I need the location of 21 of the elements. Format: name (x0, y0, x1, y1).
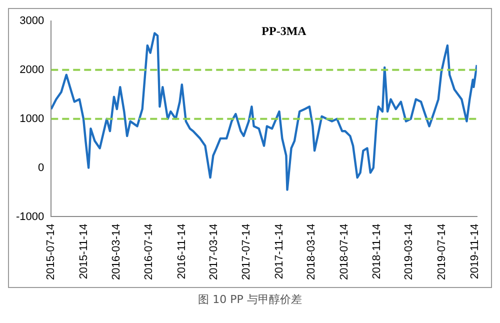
x-tick-label: 2015-07-14 (45, 224, 58, 280)
x-tick-label: 2019-11-14 (468, 224, 481, 280)
x-tick-label: 2017-03-14 (208, 224, 220, 280)
x-tick-label: 2015-11-14 (78, 224, 90, 280)
x-tick-label: 2018-11-14 (371, 224, 384, 280)
x-tick-label: 2019-07-14 (436, 224, 448, 280)
chart-title: PP-3MA (262, 24, 307, 38)
y-tick-label: 3000 (20, 15, 44, 28)
x-tick-label: 2016-03-14 (110, 224, 122, 280)
y-tick-label: -1000 (16, 210, 44, 223)
x-tick-label: 2016-11-14 (176, 224, 188, 280)
x-tick-label: 2016-07-14 (143, 224, 156, 280)
y-tick-label: 0 (38, 162, 44, 174)
y-tick-label: 1000 (20, 112, 44, 125)
x-tick-label: 2017-07-14 (240, 224, 253, 280)
x-tick-label: 2017-11-14 (274, 224, 286, 280)
y-tick-label: 2000 (20, 64, 44, 76)
x-tick-label: 2019-03-14 (403, 224, 416, 280)
caption: 图 10 PP 与甲醇价差 (197, 292, 303, 307)
x-tick-label: 2018-03-14 (306, 224, 318, 280)
x-tick-label: 2018-07-14 (338, 224, 350, 280)
